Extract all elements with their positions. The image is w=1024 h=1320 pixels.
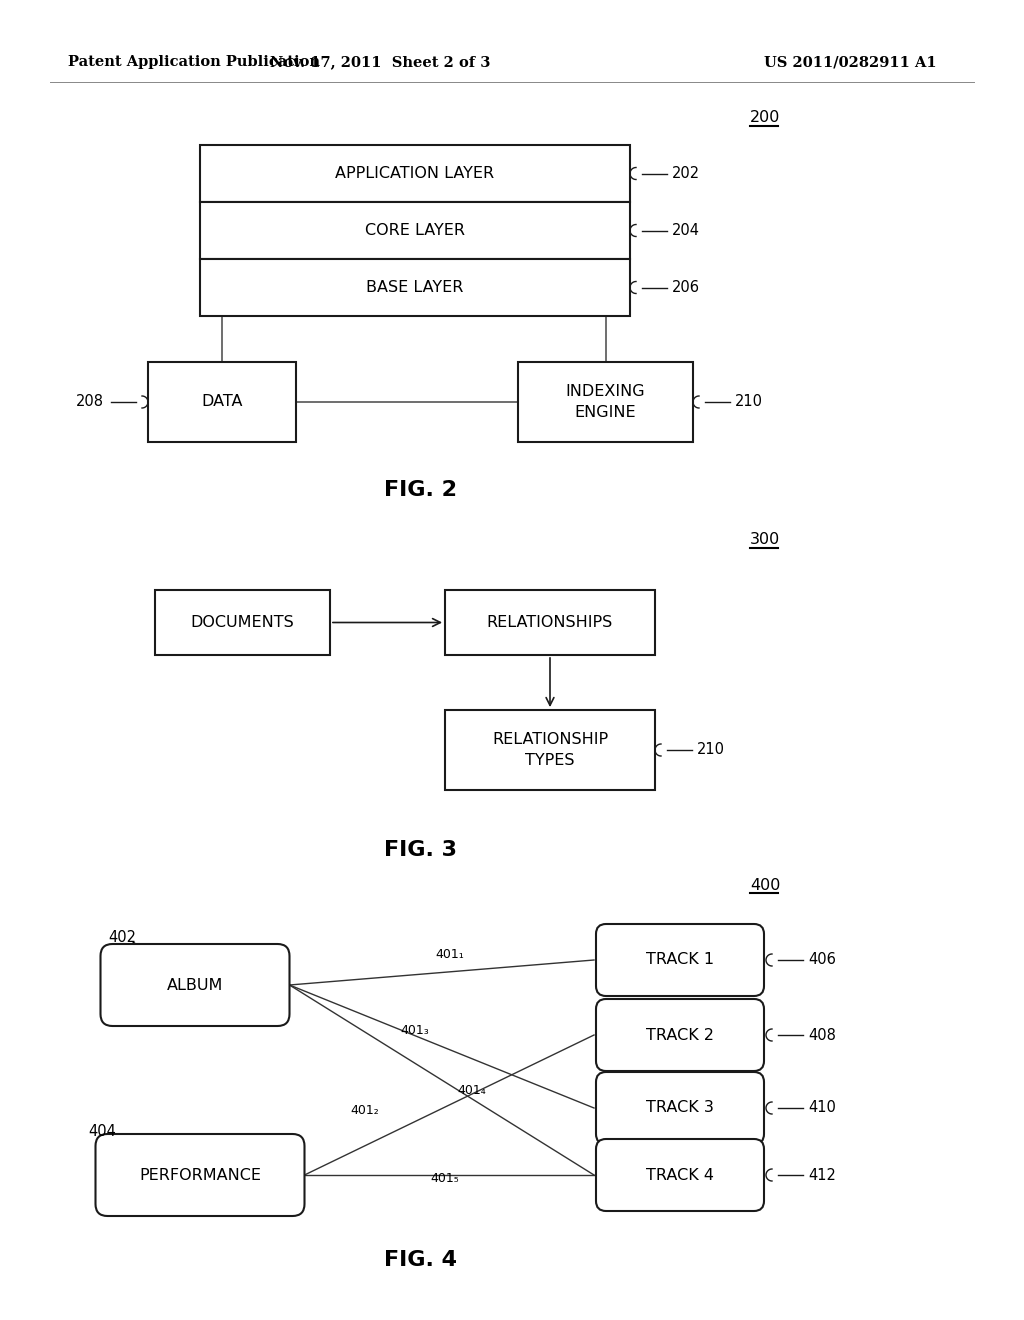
Text: DATA: DATA <box>202 395 243 409</box>
FancyBboxPatch shape <box>596 924 764 997</box>
Text: 400: 400 <box>750 878 780 892</box>
Text: CORE LAYER: CORE LAYER <box>365 223 465 238</box>
Text: 204: 204 <box>672 223 700 238</box>
Text: 401₁: 401₁ <box>435 949 464 961</box>
Text: FIG. 4: FIG. 4 <box>384 1250 457 1270</box>
Text: FIG. 2: FIG. 2 <box>384 480 457 500</box>
Bar <box>445 590 655 655</box>
Text: 402: 402 <box>108 931 136 945</box>
FancyBboxPatch shape <box>95 1134 304 1216</box>
Text: US 2011/0282911 A1: US 2011/0282911 A1 <box>764 55 936 69</box>
Text: RELATIONSHIP
TYPES: RELATIONSHIP TYPES <box>492 733 608 768</box>
Text: 404: 404 <box>88 1125 116 1139</box>
Text: TRACK 3: TRACK 3 <box>646 1101 714 1115</box>
Text: FIG. 3: FIG. 3 <box>384 840 457 861</box>
Bar <box>445 710 655 789</box>
Text: TRACK 1: TRACK 1 <box>646 953 714 968</box>
Text: BASE LAYER: BASE LAYER <box>367 280 464 294</box>
Bar <box>200 202 630 259</box>
Bar <box>200 145 630 202</box>
Text: 210: 210 <box>697 742 725 758</box>
Text: 408: 408 <box>808 1027 836 1043</box>
Bar <box>518 362 693 442</box>
Bar <box>148 362 296 442</box>
FancyBboxPatch shape <box>596 1139 764 1210</box>
Text: 412: 412 <box>808 1167 836 1183</box>
Text: 208: 208 <box>76 395 104 409</box>
Text: 406: 406 <box>808 953 836 968</box>
Bar <box>200 259 630 315</box>
FancyBboxPatch shape <box>596 999 764 1071</box>
Text: 202: 202 <box>672 166 700 181</box>
Text: 300: 300 <box>750 532 780 548</box>
Text: INDEXING
ENGINE: INDEXING ENGINE <box>565 384 645 420</box>
Text: DOCUMENTS: DOCUMENTS <box>190 615 294 630</box>
Bar <box>155 590 330 655</box>
FancyBboxPatch shape <box>596 1072 764 1144</box>
Text: Nov. 17, 2011  Sheet 2 of 3: Nov. 17, 2011 Sheet 2 of 3 <box>269 55 490 69</box>
Text: PERFORMANCE: PERFORMANCE <box>139 1167 261 1183</box>
Text: Patent Application Publication: Patent Application Publication <box>68 55 319 69</box>
Text: 401₂: 401₂ <box>350 1104 379 1117</box>
Text: RELATIONSHIPS: RELATIONSHIPS <box>486 615 613 630</box>
Text: ALBUM: ALBUM <box>167 978 223 993</box>
Text: TRACK 2: TRACK 2 <box>646 1027 714 1043</box>
Text: 401₅: 401₅ <box>431 1172 460 1184</box>
Text: TRACK 4: TRACK 4 <box>646 1167 714 1183</box>
Text: APPLICATION LAYER: APPLICATION LAYER <box>336 166 495 181</box>
FancyBboxPatch shape <box>100 944 290 1026</box>
Text: 210: 210 <box>735 395 763 409</box>
Text: 401₃: 401₃ <box>400 1023 429 1036</box>
Text: 206: 206 <box>672 280 700 294</box>
Text: 200: 200 <box>750 111 780 125</box>
Text: 410: 410 <box>808 1101 836 1115</box>
Text: 401₄: 401₄ <box>458 1084 486 1097</box>
